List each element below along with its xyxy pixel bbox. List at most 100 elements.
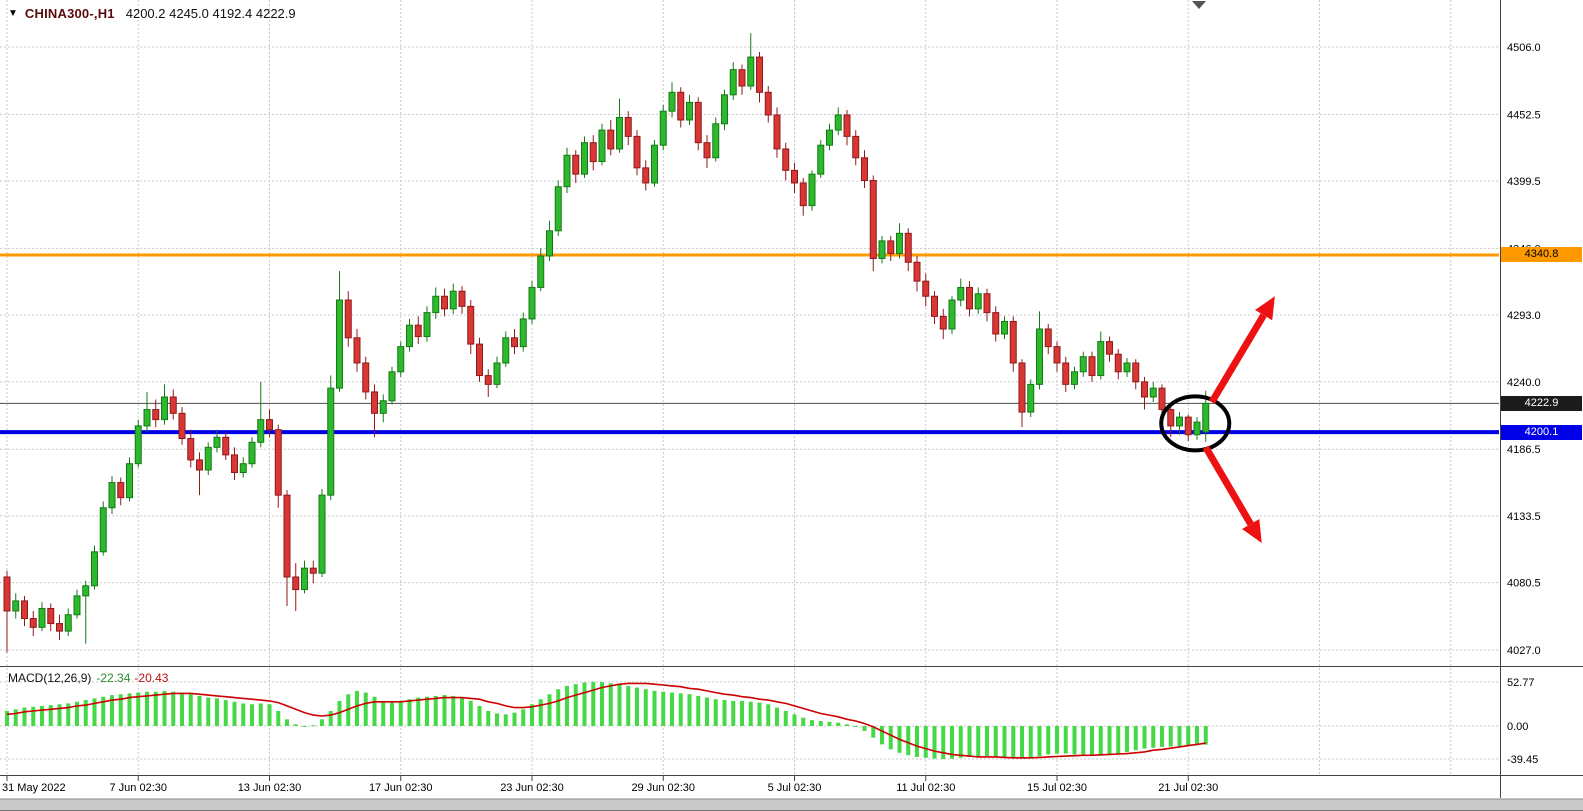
macd-axis-label: -39.45 <box>1507 754 1538 766</box>
macd-panel <box>5 681 1208 759</box>
candle <box>353 328 361 372</box>
macd-bar <box>1125 726 1129 752</box>
macd-bar <box>818 720 823 726</box>
candle <box>301 560 308 594</box>
horizontal-scrollbar[interactable] <box>0 799 1583 811</box>
time-axis[interactable]: 31 May 2022 7 Jun 02:30 13 Jun 02:30 17 Jun… <box>2 776 1218 794</box>
symbol-timeframe-label: CHINA300-,H1 <box>24 6 115 21</box>
highlight-circle[interactable] <box>1159 394 1232 453</box>
macd-main-value: -22.34 <box>96 671 131 685</box>
support-price-tag: 4200.1 <box>1501 424 1582 440</box>
macd-bar <box>993 726 998 757</box>
candle <box>581 136 588 178</box>
candle <box>1044 323 1052 355</box>
macd-bar <box>521 709 526 726</box>
candle <box>56 614 63 640</box>
macd-bar <box>740 700 744 726</box>
candle <box>572 150 580 183</box>
candle <box>1106 336 1113 362</box>
macd-signal-line <box>6 682 1206 759</box>
candle <box>432 287 440 319</box>
candle <box>537 248 545 292</box>
macd-bar <box>670 692 674 726</box>
candle <box>82 580 90 644</box>
macd-bar <box>678 693 683 726</box>
time-axis-label: 13 Jun 02:30 <box>238 782 302 794</box>
macd-bar <box>871 726 876 738</box>
price-axis-label: 4399.5 <box>1507 176 1541 188</box>
candle <box>992 306 1000 342</box>
candle <box>1062 356 1070 392</box>
macd-bar <box>1037 726 1042 757</box>
macd-bar <box>337 700 342 726</box>
macd-bar <box>276 710 281 726</box>
candle <box>204 442 212 476</box>
symbol-dropdown-icon[interactable]: ▼ <box>8 8 18 19</box>
macd-bar <box>293 724 298 726</box>
macd-bar <box>748 701 753 726</box>
chart-title: ▼ CHINA300-,H1 4200.2 4245.0 4192.4 4222… <box>8 6 296 21</box>
macd-bar <box>83 700 88 726</box>
macd-bar <box>188 694 193 726</box>
candle <box>799 177 807 216</box>
macd-bar <box>923 726 928 758</box>
candle <box>3 570 11 653</box>
candle <box>1036 311 1043 390</box>
price-axis[interactable]: 4506.04452.54399.54346.04293.04240.04186… <box>1507 42 1541 766</box>
candle <box>852 130 860 166</box>
macd-bar <box>783 710 788 726</box>
candle <box>239 457 247 478</box>
candle <box>143 391 151 433</box>
macd-bar <box>57 704 62 726</box>
candle <box>712 117 720 162</box>
candle <box>1009 316 1017 372</box>
macd-bar <box>530 704 534 726</box>
macd-axis-label: 0.00 <box>1507 721 1528 733</box>
macd-bar <box>250 704 254 726</box>
candle <box>134 419 142 468</box>
candles <box>3 33 1210 653</box>
macd-bar <box>652 690 657 726</box>
candle <box>152 399 160 428</box>
macd-bar <box>687 694 692 726</box>
candle <box>1123 357 1131 377</box>
time-axis-label: 31 May 2022 <box>2 782 66 794</box>
macd-bar <box>258 703 263 726</box>
candle <box>274 424 282 508</box>
candle <box>423 306 431 342</box>
candle <box>624 111 632 146</box>
macd-bar <box>460 697 464 726</box>
macd-bar <box>503 714 508 726</box>
candle <box>878 235 886 264</box>
macd-bar <box>635 687 639 726</box>
candle <box>1053 341 1061 372</box>
candle <box>817 140 825 178</box>
macd-bar <box>705 697 709 726</box>
candle <box>257 381 265 448</box>
candle <box>834 107 842 136</box>
chart-shift-marker-icon[interactable] <box>1192 1 1206 9</box>
time-axis-label: 5 Jul 02:30 <box>768 782 822 794</box>
candle <box>458 286 466 314</box>
candle <box>642 160 650 191</box>
candle <box>231 447 238 481</box>
candle <box>1158 384 1166 418</box>
candle <box>554 180 562 236</box>
candle <box>1184 414 1192 442</box>
macd-bar <box>565 685 569 726</box>
candle <box>686 94 693 126</box>
macd-bar <box>302 726 307 727</box>
candle <box>493 356 501 389</box>
macd-bar <box>320 719 324 726</box>
macd-bar <box>1133 726 1138 751</box>
macd-bar <box>223 700 228 726</box>
macd-bar <box>1177 726 1182 747</box>
macd-bar <box>381 700 386 726</box>
bullish-arrow[interactable] <box>1208 296 1275 404</box>
bearish-arrow[interactable] <box>1202 445 1262 543</box>
macd-bar <box>153 691 158 726</box>
macd-bar <box>118 694 123 726</box>
macd-bar <box>311 725 316 727</box>
macd-bar <box>845 724 849 726</box>
